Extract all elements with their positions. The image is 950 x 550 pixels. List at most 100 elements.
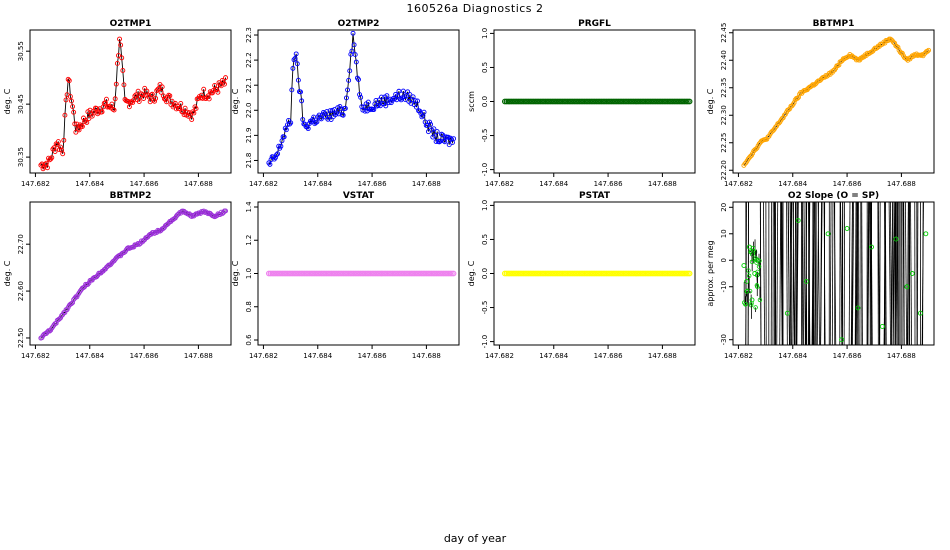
y-tick-label: 1.0 [481, 28, 489, 39]
trace-line [794, 202, 797, 345]
data-point [397, 96, 403, 102]
y-tick-label: 22.40 [720, 50, 728, 70]
x-tick-label: 147.686 [833, 180, 862, 188]
trace-line [789, 202, 792, 345]
data-point [155, 86, 161, 92]
data-point [432, 133, 438, 139]
data-point [438, 138, 443, 144]
data-point [298, 89, 304, 95]
data-point [917, 310, 923, 316]
trace-line [805, 202, 808, 345]
trace-line [802, 202, 805, 345]
data-point [337, 104, 343, 109]
data-point [450, 270, 457, 277]
panel-title: O2 Slope (O = SP) [788, 191, 879, 201]
data-point [222, 81, 227, 87]
y-tick-label: 0.0 [481, 96, 489, 107]
data-point [746, 268, 751, 273]
data-point [75, 126, 81, 132]
data-point [287, 121, 293, 127]
data-point [288, 120, 294, 126]
data-point [299, 98, 305, 104]
data-point [436, 139, 442, 145]
y-tick-label: 30.45 [17, 94, 25, 114]
data-point [305, 126, 311, 132]
data-point [757, 297, 763, 303]
data-point [375, 102, 381, 108]
x-tick-label: 147.682 [249, 352, 278, 360]
x-tick-label: 147.688 [412, 352, 441, 360]
data-point [89, 113, 95, 119]
y-tick-label: -0.5 [481, 301, 489, 315]
data-point [879, 324, 885, 329]
plot-area [501, 98, 693, 105]
data-point [55, 139, 61, 145]
x-tick-label: 147.682 [21, 352, 50, 360]
plot-area [501, 270, 693, 277]
x-tick-label: 147.686 [833, 352, 862, 360]
trace-line [852, 202, 855, 345]
data-point [342, 105, 348, 111]
data-point [796, 94, 801, 100]
trace-line [796, 202, 799, 345]
data-point [54, 141, 60, 147]
x-tick-label: 147.688 [412, 180, 441, 188]
trace-line [787, 202, 790, 345]
x-tick-label: 147.682 [249, 180, 278, 188]
plot-area [38, 36, 229, 172]
data-point [206, 96, 212, 102]
trace-line [820, 202, 822, 345]
data-point [189, 117, 195, 122]
data-point [383, 103, 389, 109]
data-point [803, 278, 809, 284]
trace-line [855, 202, 858, 345]
data-point [281, 134, 287, 140]
data-point [753, 305, 758, 310]
panel-title: PSTAT [579, 191, 611, 201]
y-axis-label: deg. C [3, 260, 12, 286]
data-point [71, 109, 77, 115]
y-tick-label: -1.0 [481, 335, 489, 349]
trace-line [888, 202, 891, 345]
y-tick-label: 22.25 [720, 133, 728, 153]
figure-xlabel: day of year [443, 532, 507, 545]
data-point [310, 117, 316, 122]
data-point [58, 315, 63, 321]
data-point [427, 119, 432, 125]
trace-line [801, 202, 804, 345]
data-point [293, 51, 299, 57]
y-tick-label: 22.60 [17, 281, 25, 301]
y-tick-label: 22.70 [17, 234, 25, 254]
data-point [351, 42, 357, 48]
y-tick-label: 22.45 [720, 23, 728, 43]
trace-line [870, 202, 872, 345]
data-point [752, 271, 758, 276]
data-point [313, 120, 319, 126]
data-point [160, 93, 166, 99]
data-point [744, 278, 750, 284]
data-point [294, 61, 300, 67]
data-point [205, 93, 211, 99]
data-point [327, 108, 333, 114]
data-point [274, 152, 279, 158]
data-point [72, 121, 78, 127]
data-point [272, 155, 278, 161]
data-point [73, 129, 79, 135]
y-axis-label: deg. C [467, 260, 476, 286]
data-point [353, 59, 359, 65]
y-tick-label: 1.0 [245, 268, 253, 279]
y-tick-label: 22.20 [720, 160, 728, 180]
data-point [892, 40, 898, 46]
data-point [150, 230, 156, 235]
data-point [421, 109, 427, 115]
data-point [81, 285, 86, 291]
data-point [441, 138, 447, 144]
data-point [132, 93, 138, 99]
data-point [794, 95, 800, 101]
data-point [43, 160, 49, 166]
data-point [267, 161, 273, 167]
data-point [365, 99, 371, 105]
data-point [152, 98, 157, 104]
trace-line [780, 202, 783, 345]
data-point [442, 139, 448, 145]
